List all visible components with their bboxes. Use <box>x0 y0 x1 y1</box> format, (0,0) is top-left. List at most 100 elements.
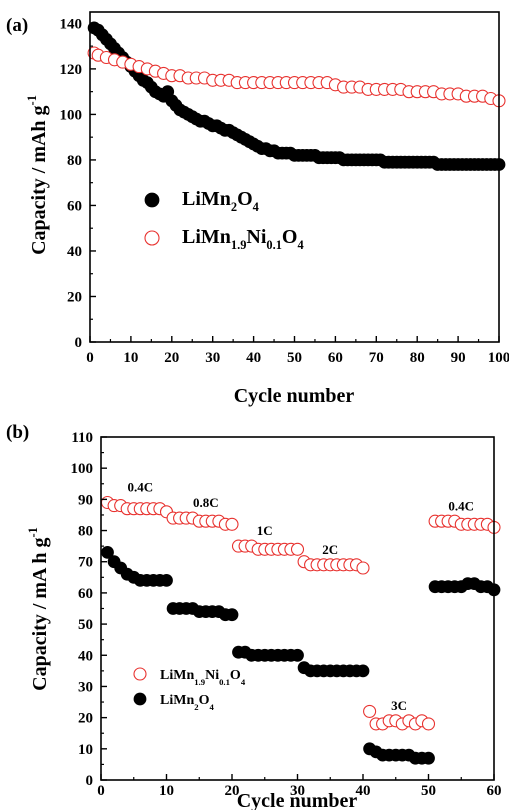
panel-b-ticks <box>100 436 495 781</box>
panel-b-x-tick-label: 60 <box>487 783 502 799</box>
panel-b-legend-entry-0: LiMn1.9Ni0.1O4 <box>133 667 246 687</box>
panel-b-legend-label-1: LiMn2O4 <box>160 693 214 712</box>
panel-a-legend-label-1-part-1: 1.9 <box>231 238 247 252</box>
panel-b-rate-label: 3C <box>391 698 407 713</box>
panel-a-legend-label-1-part-4: O <box>282 226 298 248</box>
panel-a-legend-label-1-part-5: 4 <box>297 238 303 252</box>
panel-a: (a) 0 10 20 30 40 50 60 70 80 90 100 0 20 40 60 80 100 12… <box>6 11 509 407</box>
panel-a-x-tick-label: 0 <box>86 350 94 366</box>
panel-a-legend-label-1-part-0: LiMn <box>182 226 231 248</box>
panel-a-y-tick-label: 20 <box>67 289 82 305</box>
panel-b-series-1-point <box>225 608 239 622</box>
panel-a-y-axis-title: Capacity / mAh g-1 <box>25 95 50 255</box>
panel-b-y-tick-label: 10 <box>78 742 93 758</box>
panel-b-series-0-point <box>290 542 305 556</box>
panel-b-series-1-point <box>160 574 173 587</box>
panel-b-data <box>100 495 501 765</box>
panel-b-series-0-point <box>421 717 436 731</box>
panel-b-y-tick-label: 90 <box>78 492 93 508</box>
panel-a-y-tick-label: 80 <box>67 153 82 169</box>
panel-b-y-axis-title-main: Capacity / mA h g <box>29 537 51 690</box>
panel-b-y-tick-label: 30 <box>78 679 93 695</box>
panel-a-x-tick-label: 10 <box>123 350 138 366</box>
panel-b-y-axis-title-unit-exponent: -1 <box>26 527 40 537</box>
panel-b-label: (b) <box>6 422 29 443</box>
panel-b-legend-marker-1 <box>133 692 147 706</box>
panel-b-series-0-point <box>225 517 239 531</box>
panel-a-x-axis-title: Cycle number <box>234 385 355 407</box>
panel-b-legend-label-0-part-4: O <box>230 668 241 683</box>
panel-b-x-tick-label: 50 <box>421 783 436 799</box>
panel-b-x-tick-label: 20 <box>225 783 240 799</box>
panel-b-y-tick-label: 40 <box>78 648 93 664</box>
panel-b-series-0 <box>100 495 501 731</box>
panel-b-legend-label-0: LiMn1.9Ni0.1O4 <box>160 668 246 687</box>
panel-b-x-tick-label: 40 <box>356 783 371 799</box>
panel-a-legend-label-1-part-2: Ni <box>246 226 266 248</box>
panel-a-legend-marker-1 <box>144 230 160 246</box>
panel-a-legend-marker-0 <box>144 192 160 208</box>
panel-b-rate-label: 0.4C <box>448 498 474 513</box>
panel-b-x-tick-label: 10 <box>159 783 174 799</box>
panel-a-y-tick-label: 140 <box>60 16 83 32</box>
panel-b-y-tick-label: 100 <box>71 461 94 477</box>
panel-a-x-tick-label: 50 <box>287 350 302 366</box>
panel-b-rate-label: 1C <box>257 523 273 538</box>
panel-a-legend-label-1-part-3: 0.1 <box>266 238 282 252</box>
panel-a-tick-labels: 0 10 20 30 40 50 60 70 80 90 100 0 20 40 60 80 100 120 140 <box>60 16 509 366</box>
panel-b-legend-label-1-part-1: 2 <box>194 702 198 712</box>
panel-a-legend-entry-0: LiMn2O4 <box>144 188 259 214</box>
panel-a-x-tick-label: 30 <box>205 350 220 366</box>
panel-a-y-tick-label: 0 <box>75 335 83 351</box>
panel-a-y-tick-label: 120 <box>60 62 83 78</box>
panel-a-x-tick-label: 20 <box>164 350 179 366</box>
panel-a-x-tick-label: 60 <box>328 350 343 366</box>
panel-b-x-tick-label: 30 <box>290 783 305 799</box>
panel-a-legend-label-0-part-1: 2 <box>231 200 237 214</box>
panel-a-legend-label-0: LiMn2O4 <box>182 188 259 214</box>
panel-b-legend-label-0-part-0: LiMn <box>160 668 194 683</box>
panel-b-y-tick-label: 20 <box>78 711 93 727</box>
panel-b-y-tick-label: 70 <box>78 555 93 571</box>
panel-b-legend-label-0-part-3: 0.1 <box>219 677 230 687</box>
panel-a-legend-entry-1: LiMn1.9Ni0.1O4 <box>144 226 304 252</box>
panel-b-y-tick-label: 50 <box>78 617 93 633</box>
panel-a-legend-label-0-part-0: LiMn <box>182 188 231 210</box>
panel-a-y-tick-label: 60 <box>67 198 82 214</box>
panel-b-legend-label-0-part-5: 4 <box>241 677 246 687</box>
panel-a-series-1 <box>87 46 506 108</box>
panel-a-series-0 <box>87 21 506 171</box>
panel-b-x-axis-title: Cycle number <box>237 790 358 810</box>
panel-b-legend-label-1-part-0: LiMn <box>160 693 194 708</box>
panel-b-rate-label: 2C <box>322 542 338 557</box>
panel-b-legend-label-0-part-1: 1.9 <box>194 677 206 687</box>
panel-b-series-0-point <box>356 561 370 575</box>
panel-a-x-tick-label: 80 <box>410 350 425 366</box>
panel-a-y-tick-label: 40 <box>67 244 82 260</box>
panel-a-y-tick-label: 100 <box>60 107 83 123</box>
panel-a-x-tick-label: 40 <box>246 350 261 366</box>
panel-b-y-tick-label: 110 <box>71 430 93 446</box>
panel-b-rate-label: 0.4C <box>127 480 153 495</box>
panel-b-legend-label-0-part-2: Ni <box>205 668 219 683</box>
panel-a-y-axis-title-unit-exponent: -1 <box>25 95 39 105</box>
panel-b-series-1-point <box>422 751 435 765</box>
panel-a-label: (a) <box>6 15 28 36</box>
panel-b-rate-annotations: 0.4C 0.8C 1C 2C 3C 0.4C <box>127 480 474 713</box>
panel-a-x-tick-label: 100 <box>488 350 509 366</box>
panel-a-x-tick-label: 90 <box>451 350 466 366</box>
panel-a-legend-label-0-part-3: 4 <box>253 200 259 214</box>
panel-b-y-tick-label: 60 <box>78 586 93 602</box>
panel-b-series-1 <box>101 546 501 765</box>
panel-b-tick-labels: 0 10 20 30 40 50 60 0 10 20 30 40 50 60 70 80 90 100 110 <box>71 430 502 799</box>
panel-b-legend-marker-0 <box>133 667 147 681</box>
panel-b-series-0-point <box>363 704 377 718</box>
panel-b-x-tick-label: 0 <box>97 783 105 799</box>
panel-b-y-axis-title: Capacity / mA h g-1 <box>26 527 51 691</box>
panel-a-legend-label-1: LiMn1.9Ni0.1O4 <box>182 226 304 252</box>
panel-b-legend-label-1-part-2: O <box>199 693 210 708</box>
panel-b-y-tick-label: 80 <box>78 524 93 540</box>
